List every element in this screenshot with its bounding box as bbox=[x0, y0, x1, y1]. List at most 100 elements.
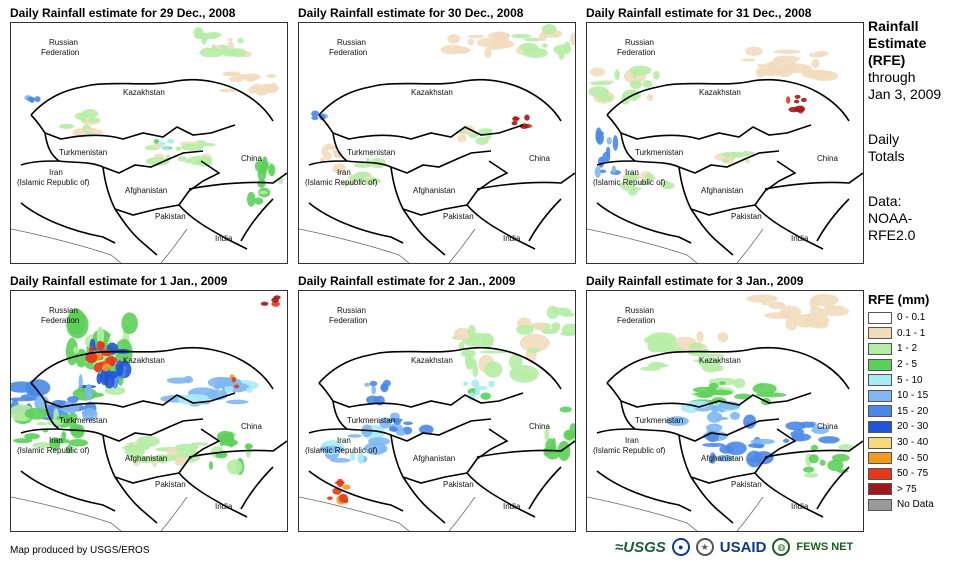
country-borders bbox=[11, 346, 287, 531]
legend-swatch bbox=[868, 452, 892, 465]
side-data-3: RFE2.0 bbox=[868, 227, 916, 243]
country-label: Turkmenistan bbox=[347, 416, 395, 425]
legend-item: 50 - 75 bbox=[868, 466, 963, 482]
legend-label: 40 - 50 bbox=[897, 452, 929, 464]
legend-item: No Data bbox=[868, 497, 963, 513]
country-borders bbox=[587, 346, 863, 531]
rainfall-field bbox=[319, 305, 575, 505]
country-label: Afghanistan bbox=[125, 186, 167, 195]
country-label: Iran bbox=[337, 436, 351, 445]
legend-swatch bbox=[868, 358, 892, 371]
side-data-2: NOAA- bbox=[868, 210, 913, 226]
agency-logos: ≈USGS ● ★ USAID ◍ FEWS NET bbox=[615, 538, 853, 556]
panel-title: Daily Rainfall estimate for 2 Jan., 2009 bbox=[298, 274, 516, 288]
side-title-2: Estimate bbox=[868, 35, 927, 51]
legend-label: No Data bbox=[897, 499, 934, 511]
country-label: India bbox=[791, 234, 809, 243]
country-label: Afghanistan bbox=[701, 186, 743, 195]
legend-swatch bbox=[868, 342, 892, 355]
map-panel-1jan: Daily Rainfall estimate for 1 Jan., 2009… bbox=[8, 274, 288, 532]
country-borders bbox=[11, 78, 287, 263]
country-label: Afghanistan bbox=[413, 186, 455, 195]
country-label: Russian bbox=[49, 306, 78, 315]
country-label: Federation bbox=[41, 316, 79, 325]
rainfall-field bbox=[640, 293, 854, 478]
country-label: China bbox=[817, 422, 838, 431]
country-label: Pakistan bbox=[731, 480, 762, 489]
country-label: (Islamic Republic of) bbox=[17, 178, 90, 187]
legend-label: 10 - 15 bbox=[897, 390, 929, 402]
legend-label: 30 - 40 bbox=[897, 437, 929, 449]
rainfall-field bbox=[588, 46, 839, 196]
map-credit: Map produced by USGS/EROS bbox=[10, 545, 150, 556]
legend-label: 15 - 20 bbox=[897, 405, 929, 417]
side-through-1: through bbox=[868, 69, 916, 85]
legend-item: 20 - 30 bbox=[868, 419, 963, 435]
country-label: India bbox=[215, 234, 233, 243]
country-label: Turkmenistan bbox=[59, 416, 107, 425]
country-label: Turkmenistan bbox=[347, 148, 395, 157]
legend-swatch bbox=[868, 389, 892, 402]
legend-swatch bbox=[868, 498, 892, 511]
rainfall-map: Russian Federation Kazakhstan Turkmenistan I… bbox=[298, 290, 576, 532]
country-borders bbox=[299, 78, 575, 263]
country-label: Kazakhstan bbox=[411, 88, 453, 97]
legend-item: 30 - 40 bbox=[868, 435, 963, 451]
rainfall-map: Russian Federation Kazakhstan Turkmenistan I… bbox=[586, 290, 864, 532]
rainfall-map: Russian Federation Kazakhstan Turkmenistan I… bbox=[298, 22, 576, 264]
legend-swatch bbox=[868, 436, 892, 449]
country-label: China bbox=[529, 154, 550, 163]
country-label: Afghanistan bbox=[125, 454, 167, 463]
side-data-1: Data: bbox=[868, 193, 902, 209]
legend-label: 20 - 30 bbox=[897, 421, 929, 433]
dos-seal-icon: ★ bbox=[695, 538, 714, 556]
legend-item: 15 - 20 bbox=[868, 404, 963, 420]
country-label: Pakistan bbox=[155, 480, 186, 489]
legend-item: 5 - 10 bbox=[868, 372, 963, 388]
legend-swatch bbox=[868, 420, 892, 433]
legend-label: 1 - 2 bbox=[897, 343, 918, 355]
country-label: Turkmenistan bbox=[635, 416, 683, 425]
country-label: Federation bbox=[617, 316, 655, 325]
country-label: India bbox=[503, 502, 521, 511]
legend-label: 0 - 0.1 bbox=[897, 312, 926, 324]
legend-label: 2 - 5 bbox=[897, 359, 918, 371]
fews-net-logo: FEWS NET bbox=[796, 541, 854, 553]
country-label: Iran bbox=[49, 168, 63, 177]
legend-swatch bbox=[868, 311, 892, 324]
country-label: Kazakhstan bbox=[699, 88, 741, 97]
rfe-legend: RFE (mm) 0 - 0.1 0.1 - 1 1 - 2 2 - 5 5 - 10 1… bbox=[868, 292, 963, 513]
country-label: India bbox=[503, 234, 521, 243]
usaid-logo: USAID bbox=[719, 538, 767, 556]
country-label: Turkmenistan bbox=[635, 148, 683, 157]
panel-title: Daily Rainfall estimate for 31 Dec., 200… bbox=[586, 6, 812, 20]
country-borders bbox=[299, 346, 575, 531]
country-label: Afghanistan bbox=[701, 454, 743, 463]
fews-globe-icon: ◍ bbox=[772, 538, 791, 556]
legend-item: > 75 bbox=[868, 482, 963, 498]
country-label: Iran bbox=[337, 168, 351, 177]
legend-swatch bbox=[868, 467, 892, 480]
legend-item: 0.1 - 1 bbox=[868, 326, 963, 342]
usgs-logo: ≈USGS bbox=[615, 538, 666, 556]
country-label: Pakistan bbox=[731, 212, 762, 221]
country-label: Kazakhstan bbox=[123, 356, 165, 365]
country-label: Russian bbox=[625, 306, 654, 315]
legend-item: 40 - 50 bbox=[868, 450, 963, 466]
legend-label: 50 - 75 bbox=[897, 468, 929, 480]
legend-label: 0.1 - 1 bbox=[897, 327, 926, 339]
country-label: Pakistan bbox=[155, 212, 186, 221]
country-label: Turkmenistan bbox=[59, 148, 107, 157]
country-label: Pakistan bbox=[443, 212, 474, 221]
legend-swatch bbox=[868, 483, 892, 496]
panel-title: Daily Rainfall estimate for 3 Jan., 2009 bbox=[586, 274, 804, 288]
panel-title: Daily Rainfall estimate for 1 Jan., 2009 bbox=[10, 274, 228, 288]
panel-title: Daily Rainfall estimate for 29 Dec., 200… bbox=[10, 6, 236, 20]
country-label: Kazakhstan bbox=[411, 356, 453, 365]
rainfall-field bbox=[11, 295, 281, 475]
side-through-2: Jan 3, 2009 bbox=[868, 86, 942, 102]
rainfall-map: Russian Federation Kazakhstan Turkmenistan I… bbox=[10, 22, 288, 264]
legend-item: 10 - 15 bbox=[868, 388, 963, 404]
legend-item: 2 - 5 bbox=[868, 357, 963, 373]
map-panel-2jan: Daily Rainfall estimate for 2 Jan., 2009… bbox=[296, 274, 576, 532]
